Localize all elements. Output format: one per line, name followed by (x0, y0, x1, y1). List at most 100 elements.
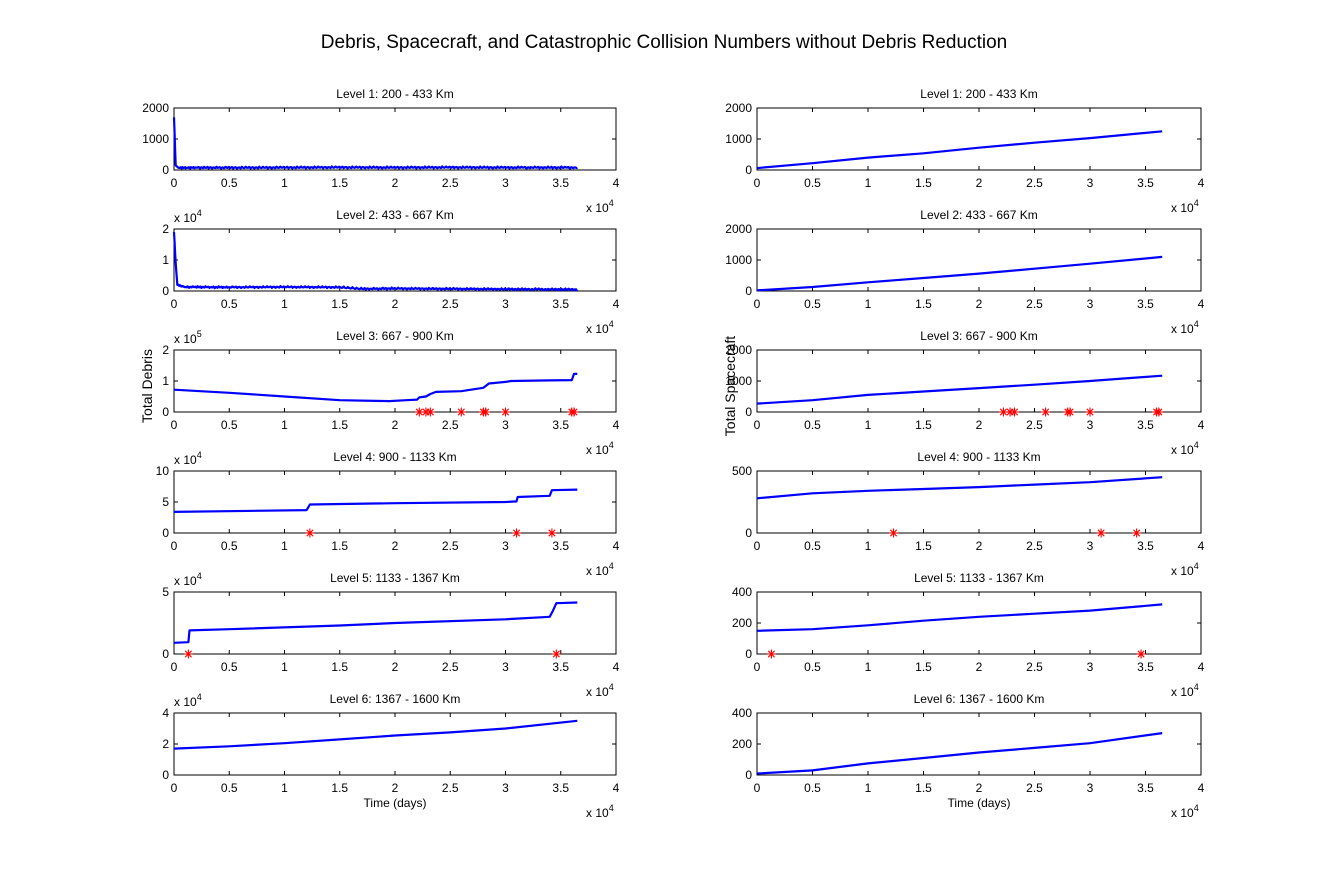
collision-marker (512, 528, 522, 538)
y-tick-label: 0 (162, 163, 169, 177)
y-tick-label: 500 (732, 464, 752, 478)
x-tick-label: 4 (1198, 781, 1205, 795)
collision-marker-stroke (426, 408, 434, 416)
x-tick-label: 3 (502, 660, 509, 674)
x-tick-label: 4 (1198, 418, 1205, 432)
collision-marker-stroke (1042, 408, 1050, 416)
subplot-title: Level 3: 667 - 900 Km (920, 329, 1037, 343)
x-exponent-label: x 104 (586, 682, 614, 699)
y-tick-label: 2 (162, 737, 169, 751)
x-exponent-label: x 104 (586, 440, 614, 457)
subplot-title: Level 2: 433 - 667 Km (336, 208, 453, 222)
x-tick-label: 3.5 (1137, 781, 1154, 795)
x-tick-label: 1 (865, 297, 872, 311)
collision-marker-stroke (548, 529, 556, 537)
x-tick-label: 3.5 (552, 418, 569, 432)
x-tick-label: 4 (613, 660, 620, 674)
collision-marker-stroke (501, 408, 510, 416)
x-exponent-label: x 104 (1171, 319, 1199, 336)
collision-marker-stroke (482, 408, 490, 416)
collision-marker-stroke (889, 529, 898, 537)
x-tick-label: 3 (1087, 418, 1094, 432)
x-tick-label: 2.5 (442, 176, 459, 190)
x-tick-label: 4 (1198, 660, 1205, 674)
subplot-title: Level 5: 1133 - 1367 Km (330, 571, 460, 585)
x-tick-label: 3 (1087, 781, 1094, 795)
axes-box (173, 228, 617, 292)
x-axis-label: Time (days) (364, 796, 427, 810)
figure-title: Debris, Spacecraft, and Catastrophic Col… (320, 32, 1008, 53)
y-exponent-label: x 104 (174, 208, 202, 225)
series-line (172, 117, 579, 170)
x-tick-label: 4 (613, 539, 620, 553)
series-line (756, 255, 1163, 292)
y-tick-label: 4 (162, 706, 169, 720)
x-tick-label: 1 (865, 660, 872, 674)
collision-marker-stroke (1066, 408, 1074, 416)
collision-marker (425, 407, 435, 417)
x-exponent-label: x 104 (1171, 440, 1199, 457)
collision-marker (551, 649, 561, 659)
x-tick-label: 0 (754, 781, 761, 795)
collision-marker-stroke (1010, 408, 1019, 416)
y-tick-label: 2000 (142, 101, 169, 115)
x-tick-label: 0 (754, 297, 761, 311)
x-tick-label: 1 (865, 539, 872, 553)
subplot-right-2: Level 2: 433 - 667 Km 0 0.5 1 1.5 2 2.5 3 3.5 4 0 1… (725, 208, 1204, 336)
y-tick-label: 2 (162, 222, 169, 236)
x-tick-label: 1.5 (915, 660, 932, 674)
x-tick-label: 2 (392, 418, 399, 432)
y-tick-label: 0 (745, 526, 752, 540)
subplot-left-4: Level 4: 900 - 1133 Km 0 0.5 1 1.5 2 2.5 3 3.5 4 0… (156, 450, 620, 578)
subplot-left-5: Level 5: 1133 - 1367 Km 0 0.5 1 1.5 2 2.5 3 3.5 4… (162, 571, 619, 699)
subplot-title: Level 6: 1367 - 1600 Km (330, 692, 461, 706)
subplot-right-4: Level 4: 900 - 1133 Km 0 0.5 1 1.5 2 2.5 3 3.5 4 0… (732, 450, 1205, 578)
x-tick-label: 1 (865, 176, 872, 190)
x-exponent-label: x 104 (586, 198, 614, 215)
x-tick-label: 3 (502, 297, 509, 311)
x-tick-label: 2 (976, 418, 983, 432)
y-tick-label: 200 (732, 737, 752, 751)
x-exponent-label: x 104 (1171, 198, 1199, 215)
y-tick-label: 1000 (725, 374, 752, 388)
series-line (173, 601, 578, 644)
axes-box (756, 712, 1202, 776)
x-tick-label: 2 (392, 176, 399, 190)
subplot-left-2: Level 2: 433 - 667 Km 0 0.5 1 1.5 2 2.5 3 3.5 4 0 1… (162, 208, 619, 336)
y-tick-label: 5 (162, 495, 169, 509)
y-tick-label: 2000 (725, 222, 752, 236)
x-exponent-label: x 104 (1171, 803, 1199, 820)
x-tick-label: 1 (865, 418, 872, 432)
x-tick-label: 1.5 (915, 539, 932, 553)
x-tick-label: 2.5 (1026, 418, 1043, 432)
collision-marker-stroke (552, 650, 560, 658)
subplot-right-3: Level 3: 667 - 900 Km 0 0.5 1 1.5 2 2.5 3 3.5 4 0 1… (722, 329, 1205, 457)
collision-marker-stroke (570, 408, 578, 416)
x-tick-label: 1.5 (915, 176, 932, 190)
x-tick-label: 1.5 (331, 297, 348, 311)
series-line (173, 488, 578, 513)
x-exponent-label: x 104 (586, 803, 614, 820)
y-tick-label: 200 (732, 616, 752, 630)
x-exponent-label: x 104 (1171, 682, 1199, 699)
x-tick-label: 3.5 (1137, 660, 1154, 674)
x-tick-label: 2.5 (1026, 297, 1043, 311)
x-tick-label: 1.5 (915, 297, 932, 311)
x-tick-label: 2.5 (1026, 660, 1043, 674)
y-tick-label: 0 (745, 647, 752, 661)
collision-marker (766, 649, 776, 659)
x-tick-label: 1 (865, 781, 872, 795)
collision-marker (1096, 528, 1106, 538)
x-tick-label: 1.5 (915, 418, 932, 432)
subplot-title: Level 3: 667 - 900 Km (336, 329, 453, 343)
x-tick-label: 2.5 (1026, 781, 1043, 795)
subplot-left-6: Level 6: 1367 - 1600 Km 0 0.5 1 1.5 2 2.5 3 3.5 4… (162, 692, 619, 820)
collision-marker-stroke (767, 650, 776, 658)
subplot-left-3: Level 3: 667 - 900 Km 0 0.5 1 1.5 2 2.5 3 3.5 4 0 1… (139, 329, 620, 457)
y-tick-label: 2000 (725, 101, 752, 115)
x-tick-label: 1.5 (331, 418, 348, 432)
collision-marker (1065, 407, 1075, 417)
x-exponent-label: x 104 (1171, 561, 1199, 578)
subplot-title: Level 6: 1367 - 1600 Km (914, 692, 1045, 706)
